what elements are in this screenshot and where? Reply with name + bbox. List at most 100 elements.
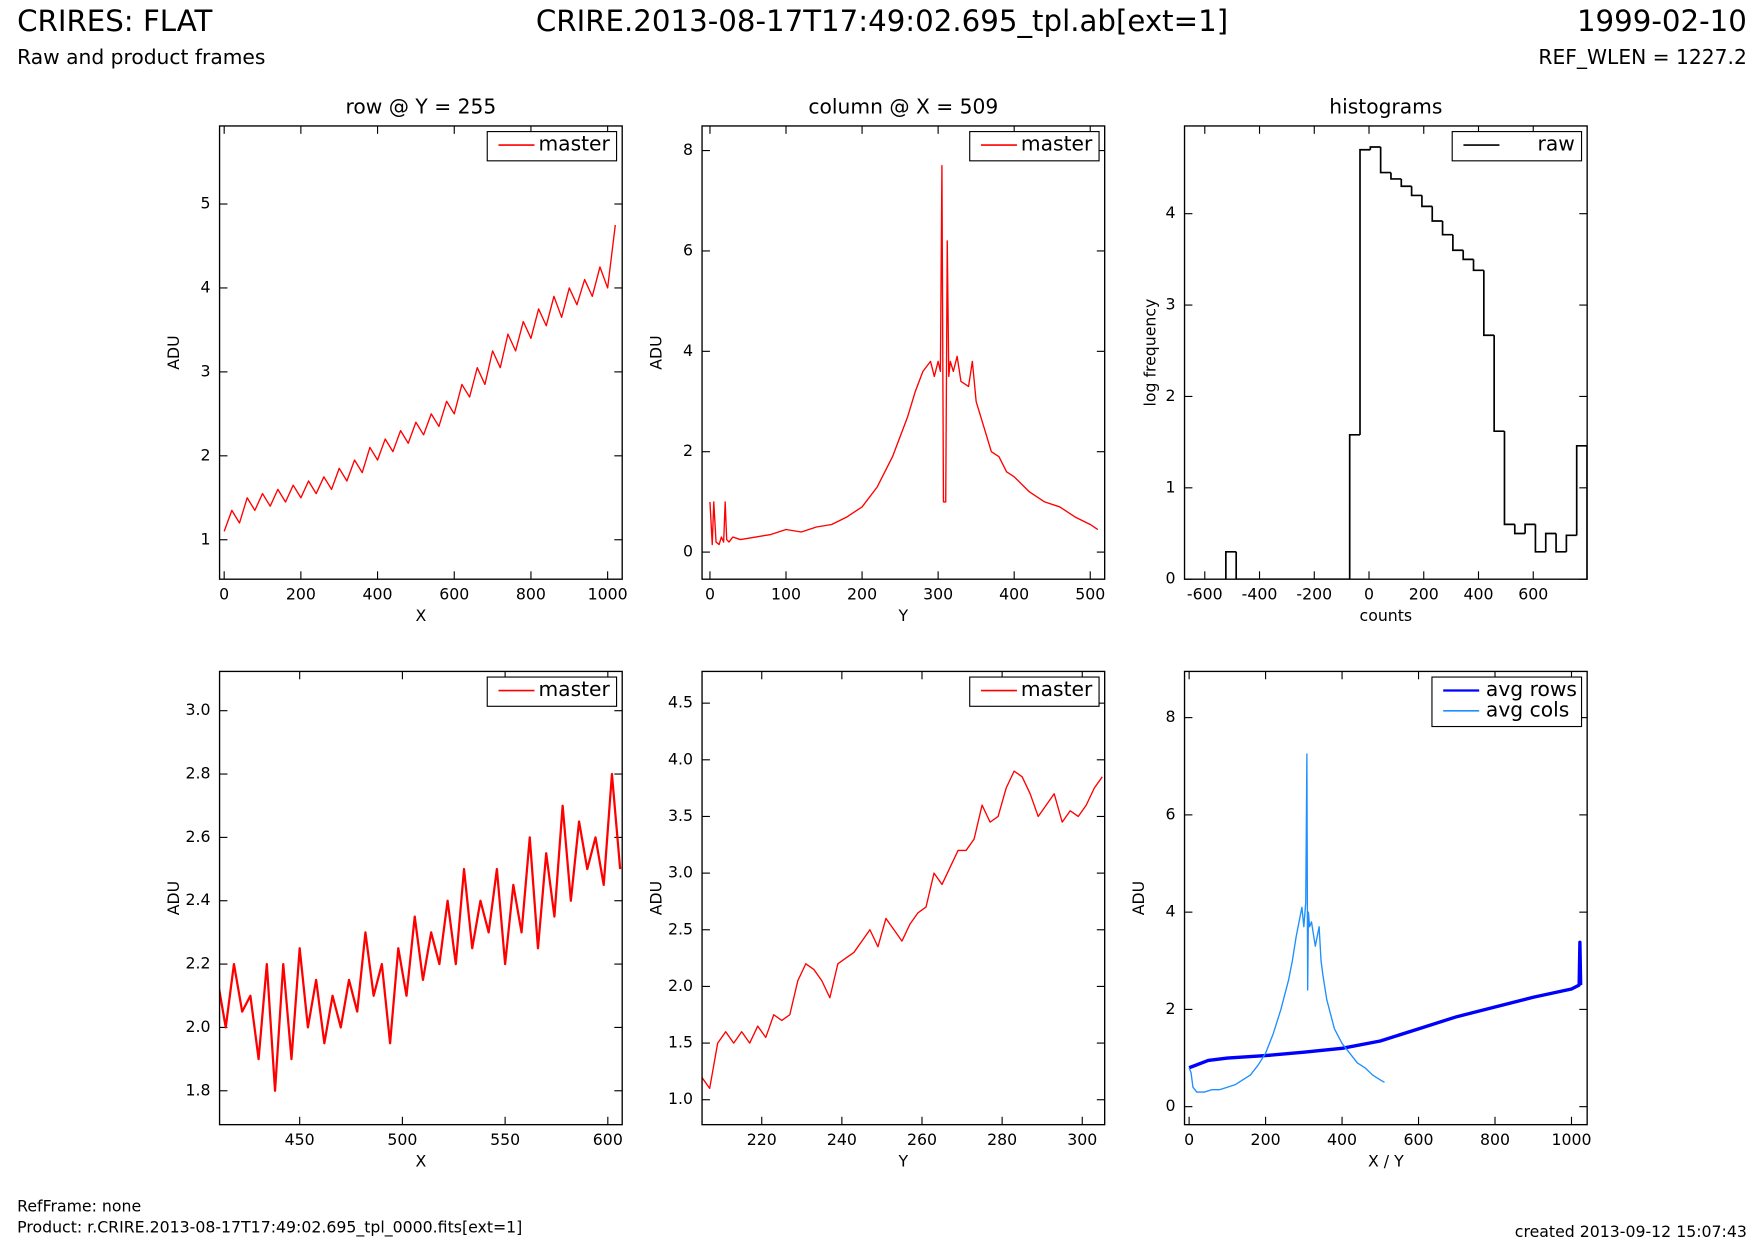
- y-tick-label: 4.5: [668, 693, 693, 712]
- histogram-bin: [1534, 524, 1546, 553]
- data-line: [1188, 940, 1583, 1070]
- histogram-bin: [1400, 178, 1412, 188]
- y-tick-label: 3: [1166, 295, 1176, 314]
- product: Product: r.CRIRE.2013-08-17T17:49:02.695…: [17, 1218, 522, 1238]
- data-line: [709, 164, 1099, 546]
- x-tick-label: 280: [987, 1130, 1017, 1149]
- y-tick-label: 5: [201, 194, 211, 213]
- x-tick-label: 400: [1327, 1130, 1357, 1149]
- y-tick-label: 2: [1166, 386, 1176, 405]
- histogram-bin: [1369, 146, 1381, 150]
- x-tick-label: 400: [1463, 584, 1493, 603]
- x-tick-label: 200: [286, 584, 316, 603]
- x-tick-label: 300: [1067, 1130, 1097, 1149]
- y-tick-label: 3.0: [668, 863, 693, 882]
- legend-box: [1451, 131, 1583, 162]
- plot-background: [219, 125, 623, 580]
- data-line: [219, 772, 622, 1092]
- file-title: CRIRE.2013-08-17T17:49:02.695_tpl.ab[ext…: [536, 4, 1228, 38]
- y-tick-label: 3: [201, 361, 211, 380]
- x-tick-label: -200: [1296, 584, 1332, 603]
- panel-title: column @ X = 509: [808, 94, 998, 118]
- y-tick-label: 1.5: [668, 1033, 693, 1052]
- y-tick-label: 1.8: [186, 1080, 211, 1099]
- y-tick-label: 3.5: [668, 806, 693, 825]
- legend-label: avg rows: [1486, 677, 1577, 701]
- plot-frame: [701, 670, 1106, 1126]
- panel: histograms counts log frequency -600 -400 -20…: [1140, 94, 1588, 625]
- y-axis-label: ADU: [164, 881, 183, 915]
- x-axis-label: X: [415, 606, 426, 625]
- created: created 2013-09-12 15:07:43: [1515, 1222, 1747, 1241]
- y-tick-label: 8: [1166, 707, 1176, 726]
- histogram-bin: [1431, 206, 1443, 222]
- histogram-bin: [1524, 523, 1536, 534]
- y-tick-label: 1: [201, 529, 211, 548]
- x-tick-label: 200: [1251, 1130, 1281, 1149]
- legend-box: [969, 676, 1100, 707]
- plot-background: [219, 671, 623, 1125]
- y-tick-label: 2.8: [186, 764, 211, 783]
- plot-frame: [701, 125, 1106, 580]
- x-tick-label: 200: [847, 584, 877, 603]
- y-tick-label: 4: [201, 277, 211, 296]
- histogram-bin: [1235, 551, 1247, 580]
- x-tick-label: 600: [1404, 1130, 1434, 1149]
- panel: row @ Y = 255 X ADU 0 200 400 600 800 1000 1 2 3 4 5 m…: [164, 94, 628, 624]
- y-tick-label: 0: [683, 542, 693, 561]
- histogram-bin: [1513, 524, 1526, 535]
- histogram-bin: [1493, 335, 1505, 433]
- plot-frame: [1183, 670, 1588, 1126]
- y-tick-label: 2: [201, 445, 211, 464]
- plot-area: [223, 224, 616, 532]
- panel-title: row @ Y = 255: [346, 94, 497, 118]
- histogram-bin: [1441, 220, 1453, 236]
- plot-area: [1225, 146, 1588, 580]
- x-tick-label: 550: [490, 1130, 520, 1149]
- legend-label: master: [538, 677, 610, 701]
- histogram-bin: [1225, 550, 1237, 580]
- legend-label: avg cols: [1486, 697, 1569, 721]
- y-tick-label: 4: [683, 341, 693, 360]
- histogram-bin: [1544, 532, 1557, 552]
- legend-label: master: [538, 132, 610, 156]
- legend-box: [486, 676, 618, 707]
- x-axis-label: X / Y: [1368, 1151, 1404, 1170]
- plot-background: [1184, 671, 1588, 1125]
- histogram-bin: [1472, 259, 1484, 272]
- histogram-bin: [1503, 431, 1515, 526]
- y-tick-label: 0: [1166, 569, 1176, 588]
- legend-label: master: [1021, 132, 1093, 156]
- histogram-bin: [1452, 234, 1464, 252]
- y-axis-label: log frequency: [1140, 299, 1159, 407]
- x-tick-label: 600: [1518, 584, 1548, 603]
- y-axis-label: ADU: [164, 335, 183, 369]
- y-tick-label: 1.0: [668, 1089, 693, 1108]
- legend-label: raw: [1538, 132, 1575, 156]
- y-tick-label: 2.6: [186, 827, 211, 846]
- date: 1999-02-10: [1577, 4, 1747, 38]
- histogram-bin: [1482, 270, 1495, 337]
- y-tick-label: 3.0: [186, 700, 211, 719]
- y-tick-label: 4: [1166, 902, 1176, 921]
- x-axis-label: Y: [898, 1151, 909, 1170]
- legend-label: master: [1021, 677, 1093, 701]
- x-tick-label: 800: [1480, 1130, 1510, 1149]
- x-axis-label: X: [415, 1151, 426, 1170]
- x-tick-label: 0: [219, 584, 229, 603]
- legend-box: [1431, 676, 1583, 728]
- x-tick-label: 300: [923, 584, 953, 603]
- x-tick-label: 0: [1184, 1130, 1194, 1149]
- y-tick-label: 6: [683, 240, 693, 259]
- refframe: RefFrame: none: [17, 1196, 141, 1215]
- x-tick-label: -600: [1187, 584, 1223, 603]
- y-tick-label: 8: [683, 140, 693, 159]
- data-line: [223, 224, 616, 532]
- data-line: [702, 770, 1103, 1090]
- x-tick-label: 1000: [588, 584, 628, 603]
- plot-area: [709, 164, 1099, 546]
- histogram-bin: [1359, 148, 1371, 435]
- x-tick-label: 500: [1075, 584, 1105, 603]
- plot-background: [702, 125, 1105, 580]
